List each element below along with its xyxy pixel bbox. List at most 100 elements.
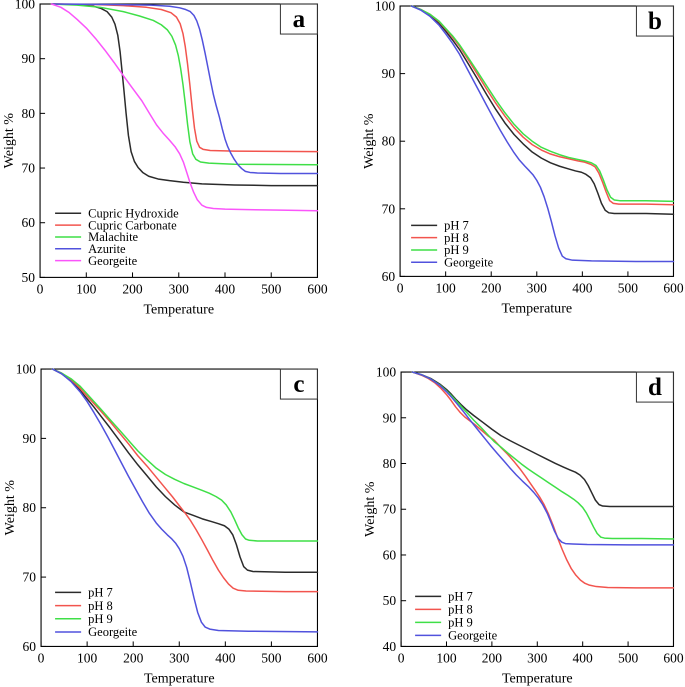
legend-item-ph-7: pH 7 — [55, 585, 113, 599]
y-tick-label: 70 — [382, 501, 396, 516]
x-axis-title: Temperature — [144, 671, 215, 686]
chart-b: 0 100 200 300 400 500 600 60 70 80 90 100 Temperatur… — [343, 0, 685, 344]
series-line-ph-9 — [53, 369, 318, 541]
plot-frame — [401, 372, 673, 646]
y-tick-label: 100 — [374, 0, 395, 14]
x-tick-label: 100 — [77, 650, 98, 665]
x-tick-label: 300 — [169, 281, 190, 296]
x-tick-label: 0 — [37, 281, 44, 296]
panel-c: 0 100 200 300 400 500 600 60 70 80 90 100 Temperatur… — [0, 344, 343, 687]
y-tick-label: 80 — [22, 106, 36, 121]
y-tick-label: 60 — [22, 215, 36, 230]
x-tick-label: 500 — [617, 650, 638, 665]
panel-letter: a — [293, 6, 306, 33]
panel-letter: d — [647, 374, 661, 401]
y-tick-label: 50 — [382, 593, 396, 608]
legend-label-ph-7: pH 7 — [448, 589, 473, 603]
x-tick-label: 600 — [307, 650, 328, 665]
x-tick-label: 400 — [572, 650, 593, 665]
x-tick-label: 100 — [436, 650, 457, 665]
legend-item-georgeite: Georgeite — [411, 255, 494, 269]
legend-label-ph-9: pH 9 — [448, 615, 473, 629]
series-line-malachite — [52, 4, 318, 165]
x-tick-label: 200 — [122, 281, 143, 296]
legend-label-georgeite: Georgeite — [88, 625, 138, 639]
x-axis: 0 100 200 300 400 500 600 — [38, 641, 328, 665]
x-tick-label: 400 — [215, 650, 236, 665]
legend-label-ph-8: pH 8 — [448, 602, 473, 616]
y-tick-label: 90 — [23, 430, 37, 445]
legend-label-ph-9: pH 9 — [88, 612, 113, 626]
legend-label-ph-7: pH 7 — [88, 585, 113, 599]
y-axis-title: Weight % — [363, 481, 378, 537]
legend-label-georgeite: Georgeite — [448, 628, 498, 642]
y-tick-label: 80 — [23, 500, 37, 515]
legend-item-ph-7: pH 7 — [415, 589, 473, 603]
x-tick-label: 600 — [663, 650, 684, 665]
y-axis-title: Weight % — [362, 113, 377, 169]
plot-frame — [40, 4, 317, 277]
legend-label-georgeite: Georgeite — [444, 255, 494, 269]
legend-item-ph-9: pH 9 — [55, 612, 113, 626]
y-tick-label: 60 — [381, 269, 395, 284]
series-line-ph-8 — [412, 372, 673, 588]
x-tick-label: 600 — [307, 281, 328, 296]
x-axis: 0 100 200 300 400 500 600 — [37, 272, 328, 296]
series-line-ph-8 — [53, 369, 318, 592]
x-tick-label: 400 — [215, 281, 236, 296]
y-tick-label: 40 — [382, 638, 396, 653]
x-tick-label: 400 — [572, 280, 593, 295]
y-axis-title: Weight % — [3, 479, 18, 535]
y-tick-label: 100 — [375, 364, 396, 379]
x-tick-label: 500 — [617, 280, 638, 295]
x-axis: 0 100 200 300 400 500 600 — [396, 271, 683, 295]
x-tick-label: 200 — [123, 650, 144, 665]
x-tick-label: 500 — [261, 650, 282, 665]
legend-item-ph-9: pH 9 — [415, 615, 473, 629]
x-tick-label: 100 — [435, 280, 456, 295]
x-tick-label: 0 — [396, 280, 403, 295]
x-tick-label: 0 — [397, 650, 404, 665]
series-line-georgeite — [412, 372, 673, 545]
legend-item-georgeite: Georgeite — [415, 628, 498, 642]
panel-letter: b — [647, 8, 661, 35]
x-axis-title: Temperature — [501, 301, 572, 316]
x-tick-label: 200 — [481, 280, 502, 295]
series-line-cupric-carbonate — [52, 4, 318, 152]
y-tick-label: 90 — [22, 51, 36, 66]
y-tick-label: 70 — [381, 201, 395, 216]
y-tick-label: 70 — [23, 569, 37, 584]
series-line-azurite — [52, 4, 318, 174]
x-tick-label: 0 — [38, 650, 45, 665]
y-tick-label: 100 — [16, 361, 37, 376]
x-tick-label: 300 — [526, 280, 547, 295]
x-tick-label: 600 — [663, 280, 684, 295]
y-tick-label: 90 — [381, 66, 395, 81]
x-axis-title: Temperature — [501, 671, 572, 686]
y-tick-label: 80 — [381, 134, 395, 149]
series-line-ph-7 — [412, 372, 673, 506]
x-tick-label: 500 — [261, 281, 282, 296]
y-tick-label: 100 — [15, 0, 36, 12]
x-tick-label: 300 — [169, 650, 190, 665]
series-line-ph-8 — [411, 6, 673, 205]
legend-item-ph-8: pH 8 — [415, 602, 473, 616]
legend-label-ph-8: pH 8 — [88, 598, 113, 612]
x-tick-label: 200 — [481, 650, 502, 665]
legend-item-georgeite: Georgeite — [55, 254, 138, 268]
legend-item-ph-8: pH 8 — [55, 598, 113, 612]
y-tick-label: 60 — [23, 638, 37, 653]
x-tick-label: 100 — [76, 281, 97, 296]
plot-frame — [400, 6, 673, 276]
y-axis-title: Weight % — [2, 113, 17, 169]
